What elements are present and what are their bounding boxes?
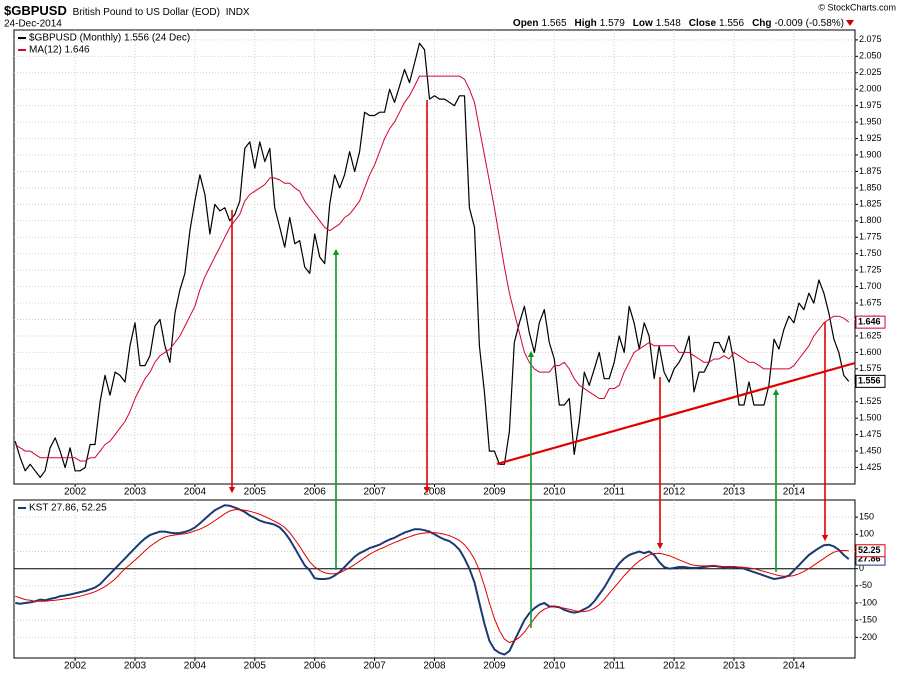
series-line <box>14 42 850 478</box>
credit: © StockCharts.com <box>818 2 896 12</box>
x-tick-label: 2011 <box>603 661 625 672</box>
description: British Pound to US Dollar (EOD) <box>73 7 220 18</box>
quote-value: 1.579 <box>600 18 625 29</box>
quote-label: Low <box>633 18 653 29</box>
x-tick-label: 2013 <box>723 661 746 672</box>
x-tick-label: 2006 <box>304 487 327 498</box>
x-tick-label: 2007 <box>363 487 386 498</box>
y-tick-label: 1.600 <box>859 347 882 357</box>
y-tick-label: 1.500 <box>859 413 882 423</box>
quote-value: 1.548 <box>656 18 681 29</box>
last-value-box <box>855 544 886 558</box>
last-value-box <box>855 315 886 329</box>
legend-label: MA(12) 1.646 <box>29 45 90 56</box>
x-tick-label: 2013 <box>723 487 746 498</box>
y-tick-label: 1.700 <box>859 281 882 291</box>
series-line <box>15 509 849 643</box>
symbol: $GBPUSD <box>4 3 67 18</box>
x-tick-label: 2005 <box>244 487 267 498</box>
quote-label: Chg <box>752 18 771 29</box>
y-tick-label: -200 <box>859 632 877 642</box>
last-value-box <box>855 374 886 388</box>
y-tick-label: 1.825 <box>859 199 882 209</box>
annotations <box>228 100 856 628</box>
x-tick-label: 2004 <box>184 661 207 672</box>
series-line <box>14 75 850 462</box>
y-tick-label: 1.425 <box>859 462 882 472</box>
header: $GBPUSD British Pound to US Dollar (EOD)… <box>4 3 250 18</box>
x-tick-label: 2012 <box>663 661 686 672</box>
date: 24-Dec-2014 <box>4 19 62 30</box>
y-tick-label: 1.775 <box>859 232 882 242</box>
y-tick-label: 1.800 <box>859 215 882 225</box>
x-tick-label: 2005 <box>244 661 267 672</box>
x-tick-label: 2009 <box>483 487 506 498</box>
legend-label: $GBPUSD (Monthly) 1.556 (24 Dec) <box>29 33 190 44</box>
quote-value: 1.556 <box>719 18 744 29</box>
y-tick-label: 1.475 <box>859 429 882 439</box>
y-tick-label: 1.625 <box>859 330 882 340</box>
x-tick-label: 2006 <box>304 661 327 672</box>
x-tick-label: 2002 <box>64 487 87 498</box>
x-tick-label: 2003 <box>124 487 147 498</box>
quote-label: Open <box>513 18 539 29</box>
y-tick-label: 1.875 <box>859 166 882 176</box>
x-tick-label: 2010 <box>543 661 566 672</box>
y-tick-label: 2.075 <box>859 34 882 44</box>
y-tick-label: 1.950 <box>859 116 882 126</box>
x-tick-label: 2007 <box>363 661 386 672</box>
change-indicator <box>846 20 854 26</box>
x-tick-label: 2012 <box>663 487 686 498</box>
y-tick-label: 1.450 <box>859 445 882 455</box>
x-tick-label: 2008 <box>423 487 446 498</box>
quote: Open 1.565 High 1.579 Low 1.548 Close 1.556 Chg -… <box>513 18 844 29</box>
y-tick-label: 1.900 <box>859 149 882 159</box>
y-tick-label: 1.975 <box>859 100 882 110</box>
last-value-label: 27.86 <box>858 554 881 564</box>
x-tick-label: 2009 <box>483 661 506 672</box>
exchange: INDX <box>226 7 250 18</box>
x-tick-label: 2002 <box>64 661 87 672</box>
panel-frame <box>13 29 856 485</box>
x-tick-label: 2014 <box>783 661 806 672</box>
x-tick-label: 2008 <box>423 661 446 672</box>
y-tick-label: 1.925 <box>859 133 882 143</box>
y-tick-label: 0 <box>859 563 864 573</box>
y-tick-label: 1.725 <box>859 265 882 275</box>
quote-label: Close <box>689 18 717 29</box>
y-tick-label: 150 <box>859 512 874 522</box>
y-tick-label: 2.000 <box>859 84 882 94</box>
last-value-label: 52.25 <box>858 545 881 555</box>
x-tick-label: 2010 <box>543 487 566 498</box>
x-tick-label: 2003 <box>124 661 147 672</box>
legend-label: KST 27.86, 52.25 <box>29 503 107 514</box>
x-tick-label: 2014 <box>783 487 806 498</box>
x-tick-label: 2004 <box>184 487 207 498</box>
y-tick-label: 2.025 <box>859 67 882 77</box>
quote-value: -0.009 (-0.58%) <box>775 18 844 29</box>
quote-label: High <box>575 18 597 29</box>
y-tick-label: 1.525 <box>859 396 882 406</box>
y-tick-label: -150 <box>859 615 877 625</box>
quote-value: 1.565 <box>541 18 566 29</box>
x-tick-label: 2011 <box>603 487 625 498</box>
last-value-label: 1.646 <box>858 317 881 327</box>
y-tick-label: 1.750 <box>859 248 882 258</box>
y-tick-label: 1.675 <box>859 297 882 307</box>
trendline <box>496 361 856 466</box>
y-tick-label: 2.050 <box>859 51 882 61</box>
y-tick-label: 1.575 <box>859 363 882 373</box>
y-tick-label: 100 <box>859 529 874 539</box>
last-value-label: 1.556 <box>858 376 881 386</box>
y-tick-label: 1.850 <box>859 182 882 192</box>
y-tick-label: -100 <box>859 597 877 607</box>
y-tick-label: -50 <box>859 580 872 590</box>
